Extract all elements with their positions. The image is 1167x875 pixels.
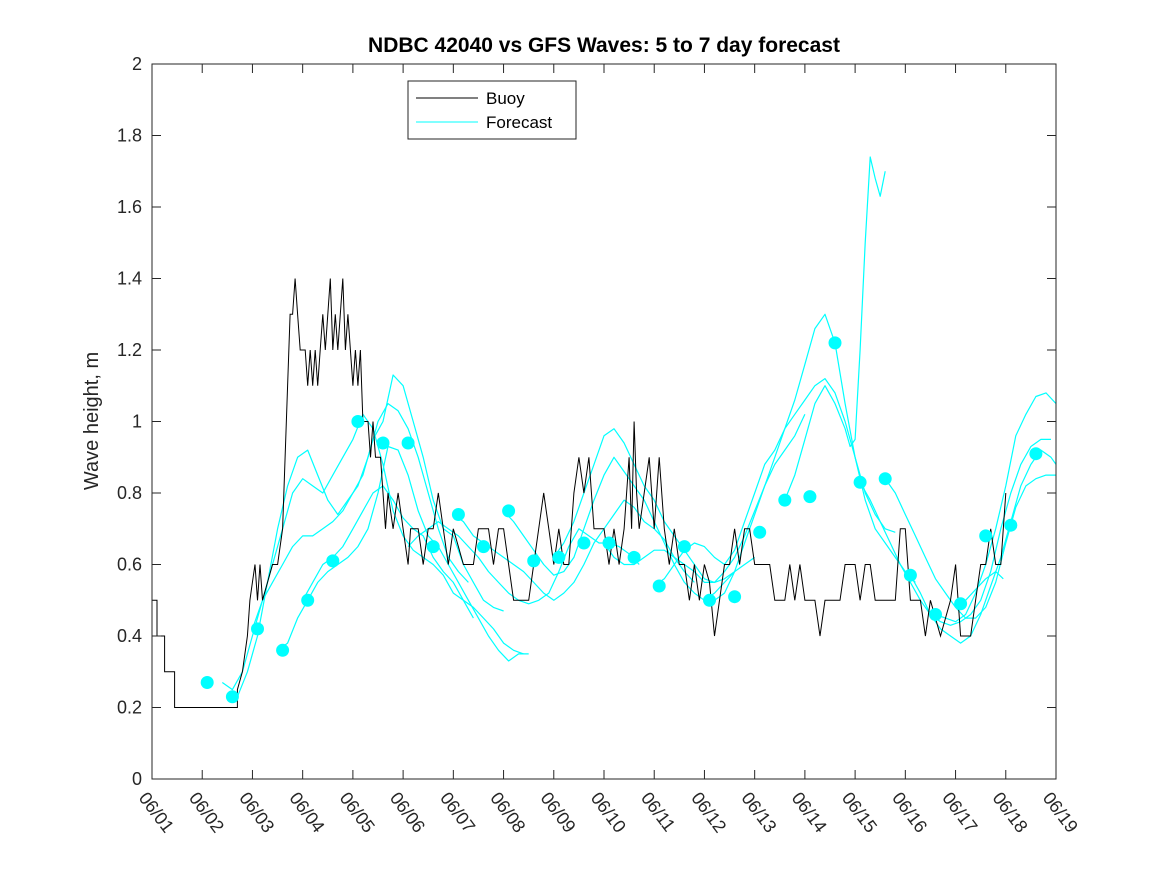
forecast-line-13	[784, 156, 886, 501]
forecast-marker-27	[853, 475, 867, 489]
forecast-marker-15	[552, 550, 566, 564]
series-layer	[152, 156, 1056, 708]
y-tick-label: 2	[132, 54, 142, 74]
y-tick-label: 0.8	[117, 483, 142, 503]
forecast-marker-24	[778, 493, 792, 507]
forecast-marker-13	[502, 504, 516, 518]
forecast-marker-28	[878, 472, 892, 486]
forecast-marker-22	[728, 590, 742, 604]
forecast-marker-16	[577, 536, 591, 550]
forecast-marker-17	[602, 536, 616, 550]
forecast-marker-20	[677, 540, 691, 554]
forecast-marker-31	[954, 597, 968, 611]
forecast-marker-12	[477, 540, 490, 554]
forecast-marker-25	[803, 490, 817, 504]
forecast-marker-23	[753, 525, 767, 539]
legend-box	[407, 80, 577, 140]
forecast-marker-10	[426, 540, 440, 554]
buoy-line	[152, 278, 1007, 708]
forecast-line-14	[859, 438, 1051, 626]
y-tick-label: 0.4	[117, 626, 142, 646]
forecast-marker-1	[200, 676, 214, 689]
y-axis-label: Wave height, m	[81, 352, 103, 490]
forecast-marker-11	[451, 508, 465, 521]
legend-forecast-label: Forecast	[486, 113, 552, 132]
forecast-marker-2	[225, 690, 239, 704]
y-tick-label: 1.8	[117, 126, 142, 146]
forecast-marker-19	[652, 579, 666, 593]
y-tick-label: 0	[132, 769, 142, 789]
forecast-marker-9	[401, 436, 415, 450]
forecast-line-12	[704, 313, 916, 601]
forecast-marker-18	[627, 550, 641, 564]
forecast-marker-8	[376, 436, 390, 450]
forecast-marker-26	[828, 336, 842, 350]
forecast-marker-21	[703, 593, 716, 607]
forecast-marker-5	[301, 593, 315, 607]
plot-area	[152, 64, 1056, 779]
forecast-marker-33	[1004, 518, 1018, 532]
forecast-marker-3	[251, 622, 264, 636]
y-tick-label: 0.2	[117, 698, 142, 718]
legend: Buoy Forecast	[407, 80, 577, 140]
forecast-line-4	[277, 445, 529, 662]
legend-buoy-label: Buoy	[486, 89, 525, 108]
forecast-marker-4	[276, 643, 290, 657]
forecast-marker-32	[979, 529, 993, 543]
forecast-line-8	[503, 456, 736, 601]
y-tick-label: 0.6	[117, 555, 142, 575]
forecast-line-17	[935, 392, 1056, 623]
forecast-line-6	[407, 520, 640, 605]
forecast-marker-7	[351, 415, 365, 428]
forecast-marker-6	[326, 554, 340, 568]
y-tick-label: 1.2	[117, 340, 142, 360]
y-tick-label: 1	[132, 412, 142, 432]
y-tick-label: 1.4	[117, 269, 142, 289]
forecast-marker-34	[1029, 447, 1043, 461]
forecast-marker-30	[929, 608, 942, 621]
y-tick-label: 1.6	[117, 197, 142, 217]
chart-title: NDBC 42040 vs GFS Waves: 5 to 7 day fore…	[368, 34, 840, 57]
forecast-line-9	[553, 428, 756, 584]
forecast-line-15	[884, 474, 1056, 619]
forecast-marker-29	[903, 568, 917, 582]
forecast-marker-14	[527, 554, 541, 568]
